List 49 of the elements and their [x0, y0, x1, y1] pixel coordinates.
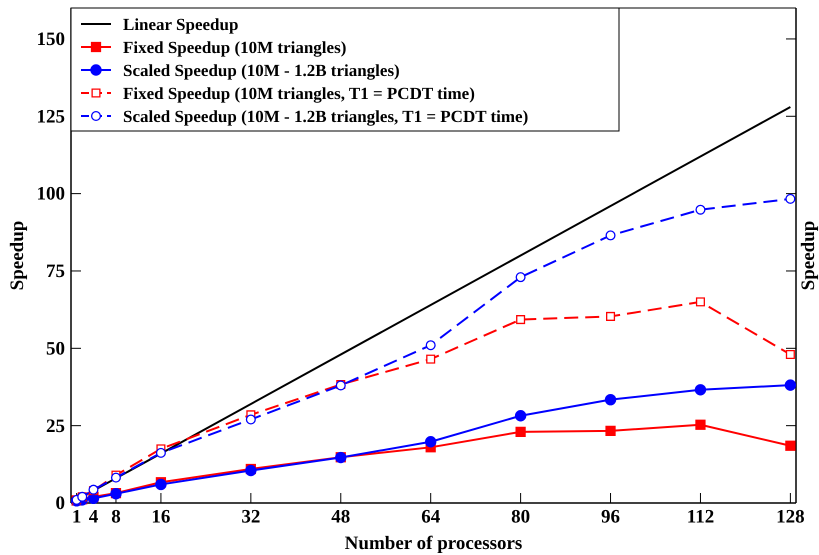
legend-label: Fixed Speedup (10M triangles, T1 = PCDT time) — [123, 84, 475, 103]
legend-label: Scaled Speedup (10M - 1.2B triangles) — [123, 61, 400, 80]
point — [604, 394, 616, 406]
y-tick-label: 50 — [46, 338, 65, 360]
point — [605, 426, 616, 436]
point — [696, 297, 705, 306]
legend-label: Scaled Speedup (10M - 1.2B triangles, T1 = PCDT time) — [123, 107, 528, 126]
x-tick-label: 96 — [601, 506, 620, 528]
point — [694, 384, 706, 396]
x-tick-label: 8 — [111, 506, 121, 528]
point — [424, 436, 436, 448]
point — [426, 340, 436, 350]
point — [695, 420, 706, 430]
point — [784, 379, 796, 391]
x-tick-label: 48 — [331, 506, 350, 528]
y-tick-label: 75 — [46, 261, 65, 282]
y-tick-label: 0 — [56, 493, 65, 514]
point — [514, 410, 526, 422]
point — [110, 472, 121, 483]
y-tick-label: 125 — [36, 106, 65, 128]
point — [156, 448, 166, 458]
point — [695, 204, 706, 215]
x-tick-label: 128 — [776, 506, 805, 528]
x-axis-title: Number of processors — [344, 533, 522, 554]
point — [516, 315, 526, 324]
point — [155, 478, 167, 490]
y2-axis-title: Speedup — [798, 220, 819, 290]
point — [246, 414, 256, 424]
x-tick-label: 80 — [511, 506, 530, 528]
point — [785, 194, 796, 204]
point — [516, 272, 526, 282]
point — [515, 426, 526, 437]
x-tick-label: 32 — [241, 506, 260, 528]
point — [785, 440, 796, 451]
point — [786, 350, 795, 360]
point — [606, 230, 616, 240]
y-tick-label: 100 — [36, 184, 65, 205]
x-tick-label: 112 — [686, 506, 714, 528]
legend-label: Linear Speedup — [123, 15, 238, 34]
y-tick-label: 25 — [46, 416, 65, 437]
x-tick-label: 1 — [72, 506, 82, 528]
x-tick-label: 64 — [421, 506, 441, 528]
y-axis-title: Speedup — [7, 220, 28, 290]
legend-label: Fixed Speedup (10M triangles) — [123, 38, 346, 57]
point — [606, 312, 616, 321]
y-tick-label: 150 — [36, 29, 65, 50]
x-tick-label: 16 — [151, 506, 170, 528]
x-tick-label: 4 — [88, 506, 99, 528]
point — [426, 354, 436, 364]
